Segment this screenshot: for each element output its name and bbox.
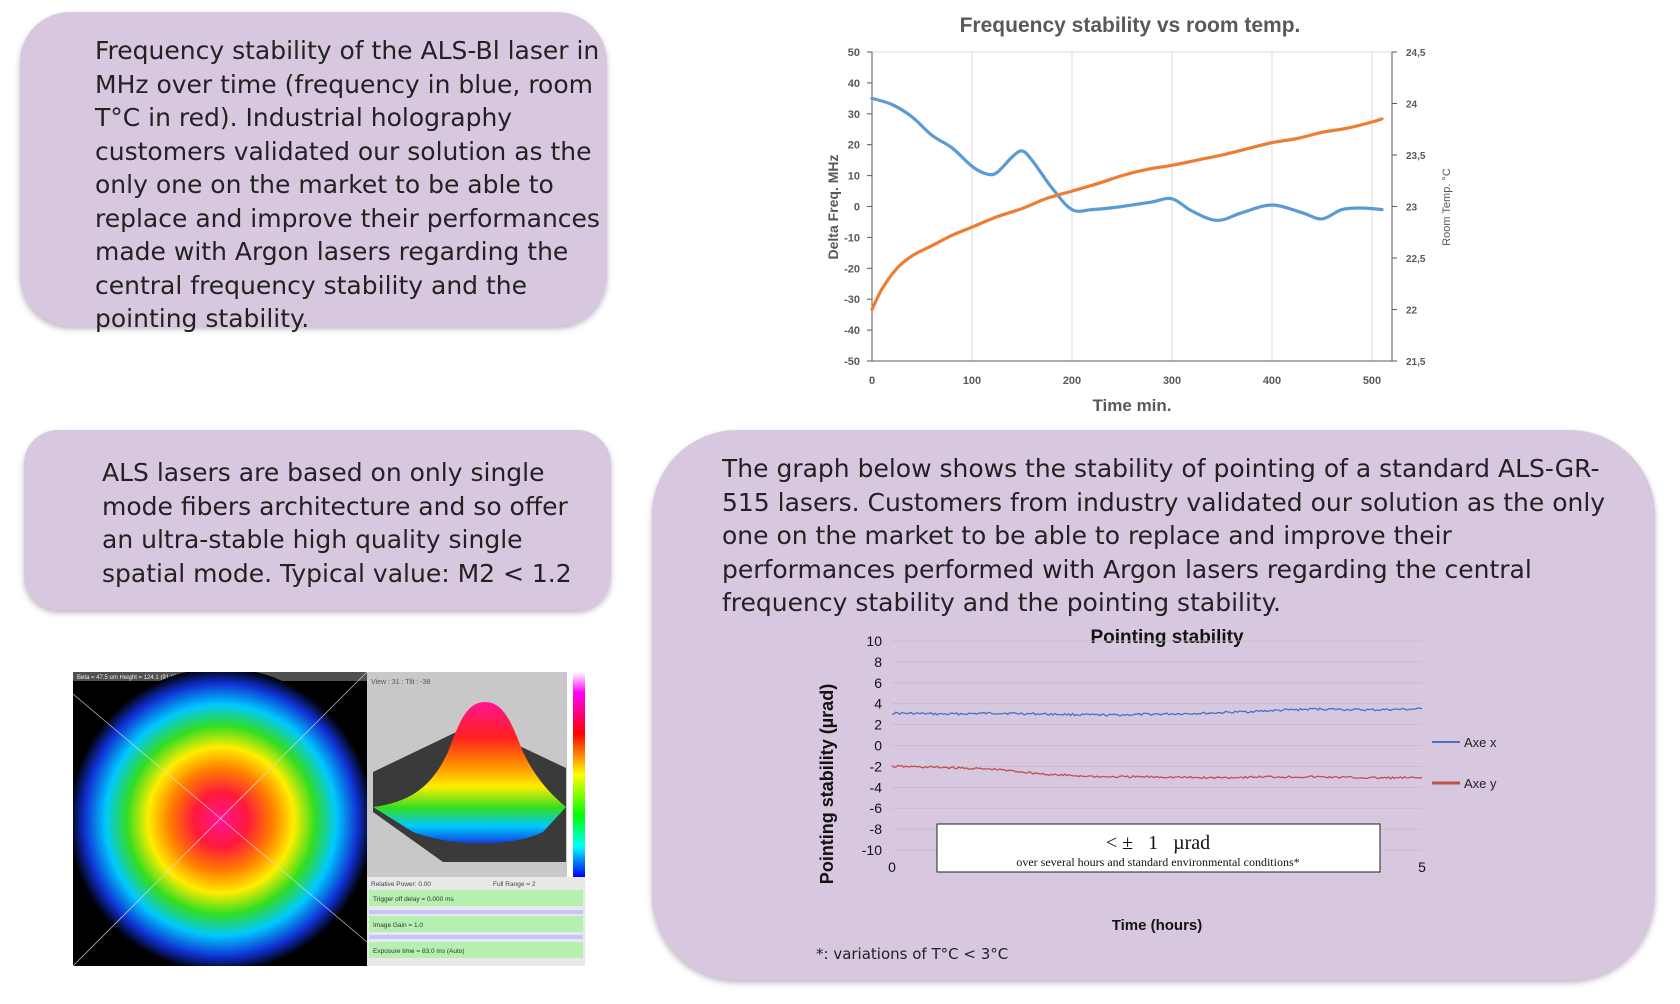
mid-left-text-panel: ALS lasers are based on only single mode…	[24, 430, 611, 610]
annotation-main: < ± 1 µrad	[1106, 832, 1210, 854]
y-tick-label: -6	[870, 800, 883, 816]
x-tick-labels: 0 100 200 300 400 500	[869, 375, 1381, 387]
footnote: *: variations of T°C < 3°C	[816, 945, 1009, 963]
x-tick-label: 300	[1163, 375, 1181, 387]
frequency-stability-chart: Frequency stability vs room temp. 50 40 30…	[825, 14, 1453, 415]
y-tick-label: 30	[848, 109, 860, 121]
x-tick-label: 400	[1263, 375, 1281, 387]
pointing-annotation-box: < ± 1 µrad over several hours and standa…	[936, 823, 1381, 873]
y-tick-label: -8	[870, 821, 883, 837]
y-tick-label: -10	[862, 842, 882, 858]
exposure-readout: Exposure time = 83.0 ms (Auto)	[373, 948, 465, 955]
x-tick-label: 100	[963, 375, 981, 387]
temperature-series-line	[870, 117, 1384, 312]
axe-y-series-line	[891, 764, 1423, 780]
series-lines	[870, 96, 1384, 312]
annotation-sub: over several hours and standard environm…	[1016, 855, 1299, 869]
x-axis-label: Time (hours)	[1112, 917, 1203, 934]
y-tick-label: -20	[844, 263, 860, 275]
frequency-series-line	[870, 96, 1384, 222]
y-tick-label: 10	[848, 171, 860, 183]
y-tick-label: 6	[874, 675, 882, 691]
beam-3d-peak	[373, 702, 566, 844]
trigger-readout: Trigger off delay = 0.000 ms	[373, 896, 455, 903]
y-tick-label: 0	[854, 202, 860, 214]
y-tick-label: 4	[874, 696, 882, 712]
series-lines	[891, 707, 1423, 780]
y-tick-label: 10	[866, 633, 882, 649]
pointing-stability-chart: Pointing stability 10 8 6 4 2 0 -2 -4 -6 -8 -10 01…	[817, 627, 1497, 934]
y2-tick-label: 23,5	[1406, 151, 1426, 162]
y2-tick-label: 24,5	[1406, 48, 1426, 59]
single-mode-description: ALS lasers are based on only single mode…	[102, 458, 572, 588]
pointing-stability-description: The graph below shows the stability of p…	[722, 454, 1606, 617]
x-axis-label: Time min.	[1092, 396, 1171, 415]
gain-readout-bar	[369, 916, 583, 932]
chart-title: Pointing stability	[1090, 627, 1243, 648]
y-tick-label: 2	[874, 717, 882, 733]
y-tick-label: 40	[848, 78, 860, 90]
full-range-readout: Full Range = 2	[493, 881, 536, 888]
y-tick-labels: 10 8 6 4 2 0 -2 -4 -6 -8 -10	[862, 633, 882, 858]
x-tick-label: 5	[1418, 859, 1426, 875]
gridlines	[892, 640, 1422, 851]
beam-top-right-readout: View : 31 : Tilt : -38	[371, 679, 431, 686]
color-scale-bar	[573, 672, 585, 877]
gain-readout: Image Gain = 1.0	[373, 922, 423, 929]
y2-axis-label: Room Temp. °C	[1441, 168, 1453, 246]
y-tick-label: -10	[844, 232, 860, 244]
y2-tick-label: 23	[1406, 203, 1418, 214]
top-left-text-panel: Frequency stability of the ALS-Bl laser …	[20, 12, 607, 333]
axe-x-series-line	[891, 707, 1423, 717]
y2-tick-label: 24	[1406, 100, 1418, 111]
exposure-readout-bar	[369, 942, 583, 958]
legend-label: Axe y	[1464, 776, 1497, 791]
y-tick-label: -4	[870, 779, 883, 795]
trigger-readout-bar	[369, 890, 583, 906]
y2-tick-label: 22,5	[1406, 254, 1426, 265]
y-tick-label: 0	[874, 738, 882, 754]
y-tick-label: 8	[874, 654, 882, 670]
beam-profile-image: Beta = 47.5 um Height = 124.1 (91.8%) Vi…	[73, 672, 585, 966]
y2-tick-label: 21,5	[1406, 357, 1426, 368]
chart-title: Frequency stability vs room temp.	[960, 14, 1301, 37]
relative-power-readout: Relative Power: 0.00	[371, 881, 431, 888]
x-tick-label: 0	[869, 375, 875, 387]
legend-label: Axe x	[1464, 735, 1497, 750]
beam-spot	[73, 672, 373, 966]
x-tick-label: 200	[1063, 375, 1081, 387]
y-tick-label: 20	[848, 140, 860, 152]
frequency-stability-description: Frequency stability of the ALS-Bl laser …	[95, 36, 600, 333]
x-tick-label: 0	[888, 859, 896, 875]
y2-tick-labels: 24,5 24 23,5 23 22,5 22 21,5	[1406, 48, 1426, 368]
y-tick-label: -40	[844, 325, 860, 337]
y-tick-label: -30	[844, 294, 860, 306]
right-text-panel: The graph below shows the stability of p…	[652, 430, 1655, 980]
y-tick-labels: 50 40 30 20 10 0 -10 -20 -30 -40 -50	[844, 47, 860, 368]
y-axis-label: Pointing stability (µrad)	[817, 684, 837, 884]
y-tick-label: 50	[848, 47, 860, 59]
x-tick-label: 500	[1363, 375, 1381, 387]
y-tick-label: -50	[844, 356, 860, 368]
y-tick-label: -2	[870, 758, 883, 774]
y-axis-label: Delta Freq. MHz	[825, 154, 841, 259]
y2-tick-label: 22	[1406, 306, 1418, 317]
legend: Axe x Axe y	[1432, 735, 1497, 791]
beam-top-left-readout: Beta = 47.5 um Height = 124.1 (91.8%)	[77, 675, 181, 681]
